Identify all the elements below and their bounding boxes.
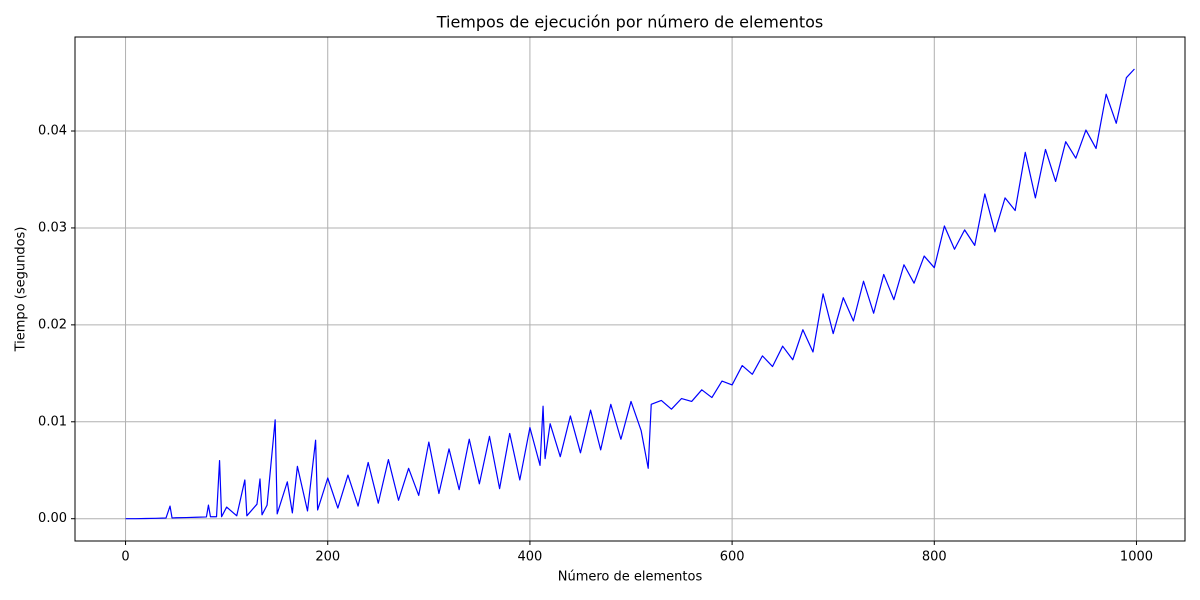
x-tick-label: 200 xyxy=(315,550,340,565)
y-tick-label: 0.03 xyxy=(38,220,67,235)
y-tick-label: 0.04 xyxy=(38,124,67,139)
x-tick-label: 400 xyxy=(518,550,543,565)
y-axis-label: Tiempo (segundos) xyxy=(14,227,29,353)
y-tick-label: 0.01 xyxy=(38,414,67,429)
chart-title: Tiempos de ejecución por número de eleme… xyxy=(436,13,824,32)
x-tick-label: 600 xyxy=(720,550,745,565)
plot-frame xyxy=(74,36,1186,542)
y-tick-label: 0.02 xyxy=(38,317,67,332)
x-tick-label: 0 xyxy=(121,550,129,565)
y-tick-label: 0.00 xyxy=(38,511,67,526)
data-line xyxy=(125,68,1135,520)
x-tick-label: 800 xyxy=(922,550,947,565)
x-axis-label: Número de elementos xyxy=(558,570,703,585)
x-tick-label: 1000 xyxy=(1120,550,1153,565)
